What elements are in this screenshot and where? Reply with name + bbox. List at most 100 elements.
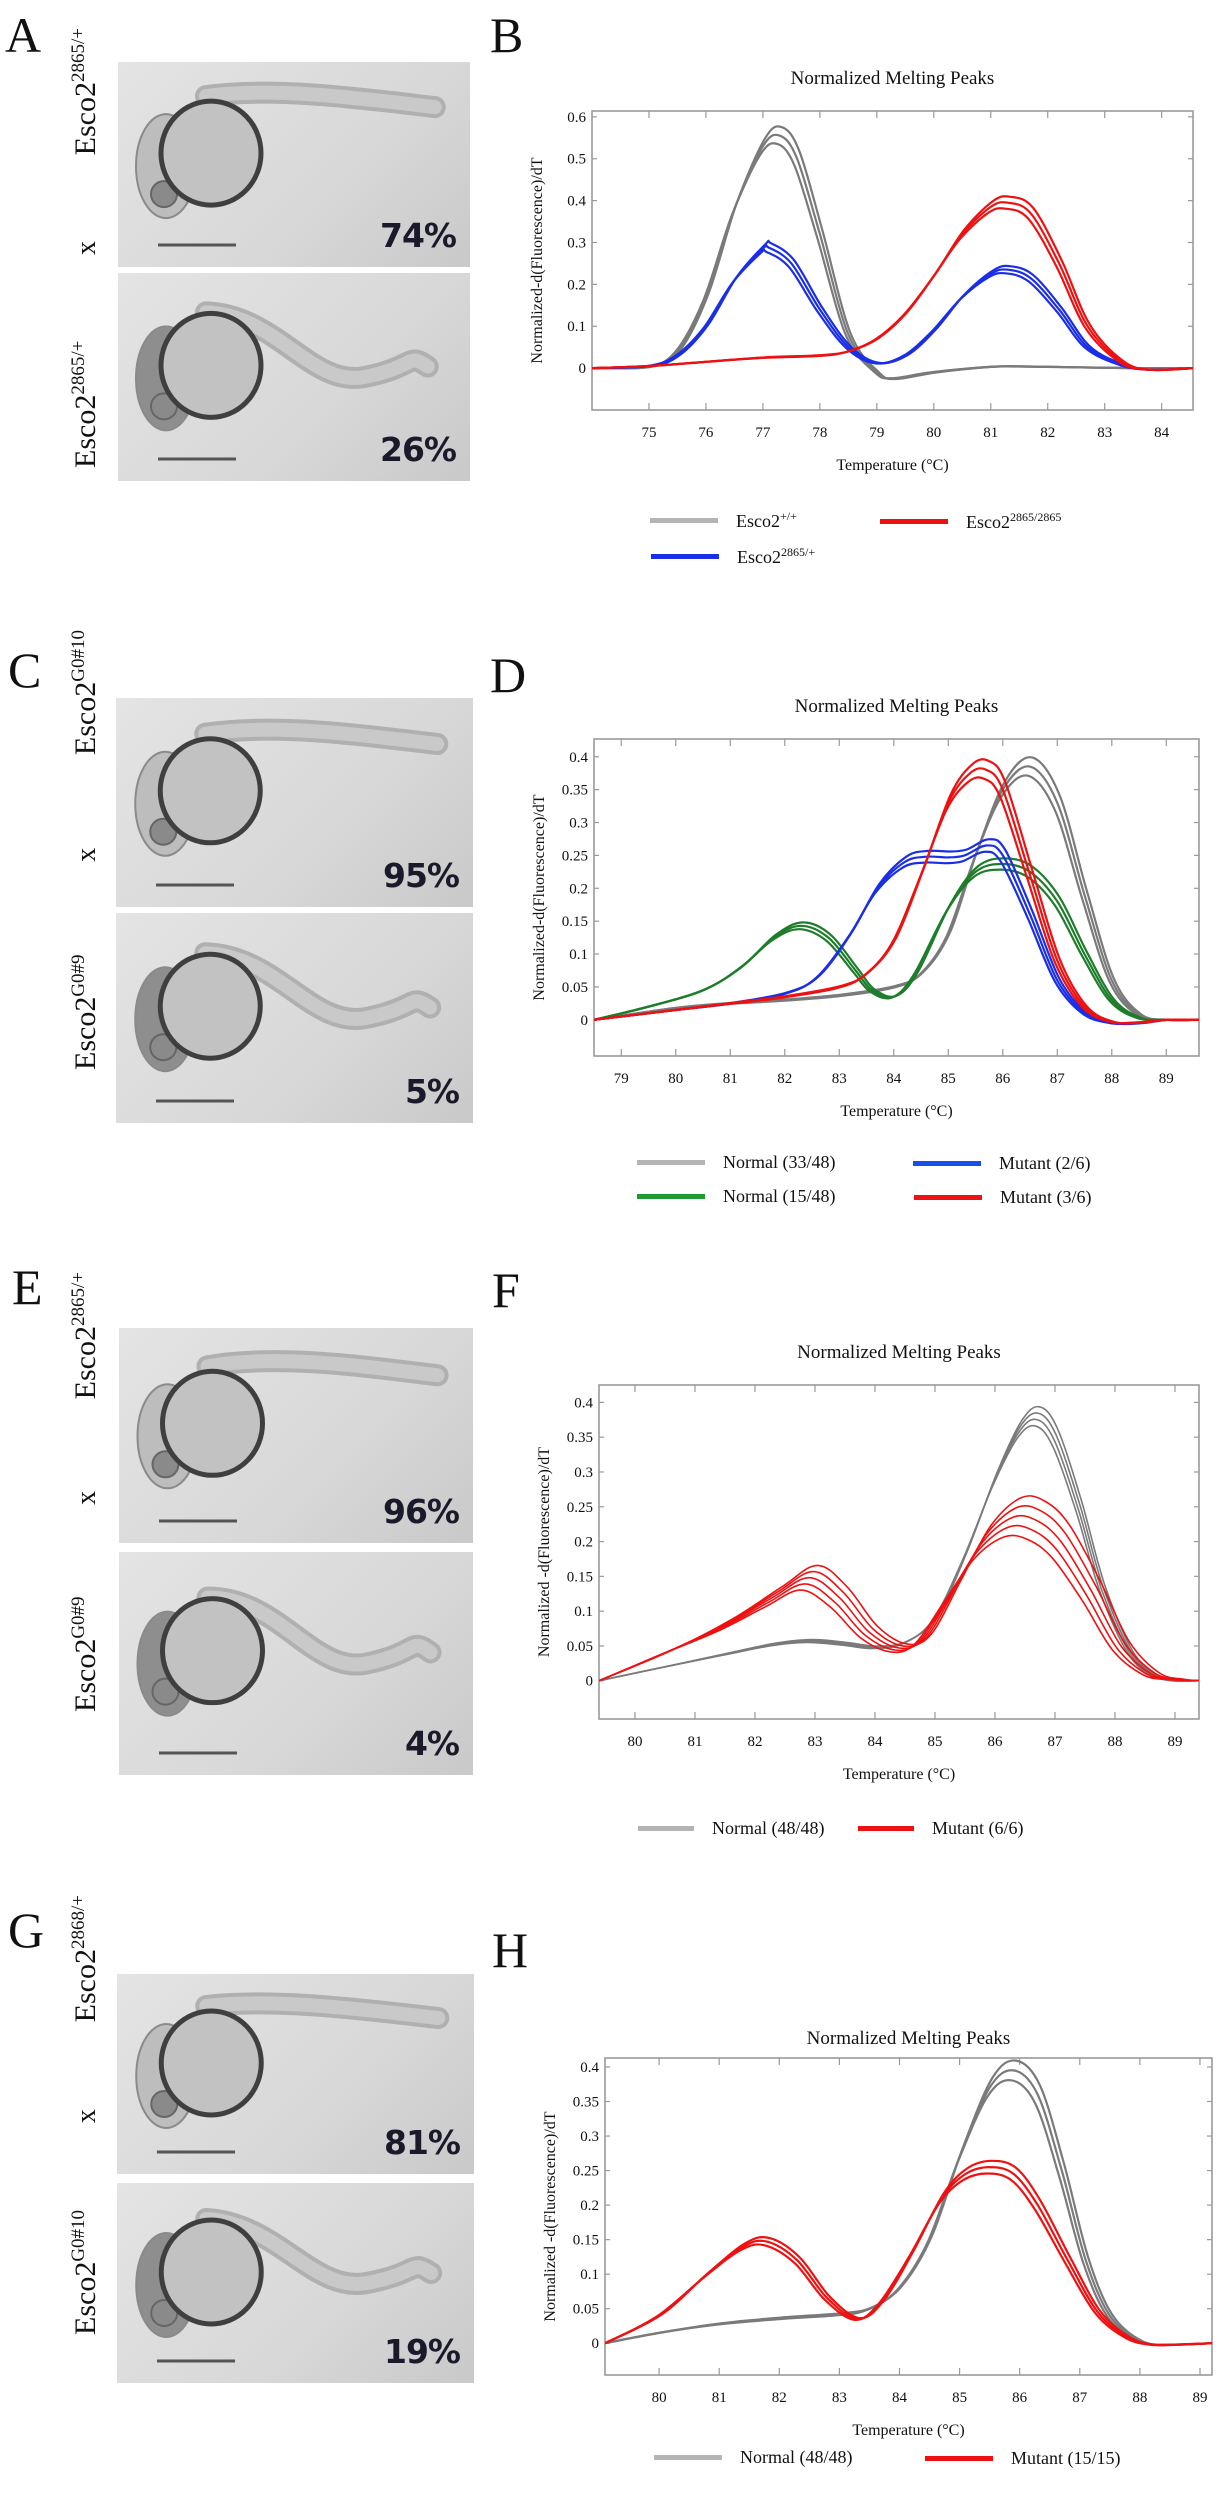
legend-item: Mutant (2/6) [913, 1153, 1091, 1174]
legend-label: Normal (48/48) [712, 1818, 825, 1838]
series-group [599, 1405, 1199, 1682]
plot-frame [604, 2057, 1213, 2376]
y-tick-label: 0.25 [567, 1500, 593, 1516]
x-tick-label: 83 [832, 1071, 847, 1087]
series-line-gray [592, 125, 1193, 381]
plot-frame [598, 1384, 1200, 1720]
legend-item: Mutant (15/15) [925, 2448, 1121, 2469]
legend-label: Esco2+/+ [736, 509, 797, 531]
percentage-label: 74% [380, 216, 457, 255]
series-line-red [599, 1514, 1199, 1682]
percentage-label: 96% [383, 1492, 460, 1531]
panel-letter-h: H [492, 1922, 529, 1978]
embryo-yolk [157, 736, 263, 846]
series-line-gray [605, 2069, 1212, 2346]
legend-label: Normal (33/48) [723, 1152, 836, 1172]
embryo-photo-mutant: 26% [118, 273, 470, 481]
x-tick-label: 80 [668, 1071, 683, 1087]
legend-item: Mutant (3/6) [914, 1187, 1092, 1208]
x-tick-label: 81 [712, 2390, 727, 2406]
y-tick-label: 0.35 [562, 783, 588, 799]
legend-swatch-green [637, 1194, 705, 1199]
y-tick-label: 0.4 [569, 750, 588, 766]
x-tick-label: 86 [988, 1734, 1004, 1750]
x-tick-label: 84 [1154, 425, 1170, 441]
legend-label: Mutant (15/15) [1011, 2448, 1121, 2468]
legend-label: Esco22865/+ [737, 545, 816, 567]
y-tick-label: 0.1 [567, 319, 586, 335]
embryo-yolk [158, 2217, 264, 2327]
embryo-drawing [136, 1586, 442, 1755]
percentage-label: 26% [380, 430, 457, 469]
y-tick-label: 0.2 [567, 277, 586, 293]
x-axis-label: Temperature (°C) [836, 457, 948, 474]
x-tick-label: 84 [892, 2390, 908, 2406]
embryo-photo-normal: 96% [119, 1328, 473, 1543]
embryo-photo-mutant: 5% [116, 913, 473, 1123]
embryo-tail-inner [200, 1354, 445, 1383]
embryo-drawing [134, 718, 449, 887]
legend-swatch-blue [651, 554, 719, 559]
y-tick-label: 0.2 [580, 2198, 599, 2214]
x-tick-label: 80 [628, 1734, 643, 1750]
x-tick-label: 85 [928, 1734, 943, 1750]
legend-swatch-red [858, 1826, 914, 1831]
percentage-label: 5% [404, 1072, 460, 1111]
y-tick-label: 0.6 [567, 110, 586, 126]
embryo-tail-inner [198, 722, 445, 751]
series-line-red [605, 2159, 1212, 2347]
chart-title: Normalized Melting Peaks [795, 696, 999, 717]
panel-letter-d: D [490, 647, 527, 703]
x-tick-label: 81 [983, 425, 998, 441]
legend-swatch-red [925, 2456, 993, 2461]
series-line-gray [599, 1405, 1199, 1682]
embryo-tail-inner [198, 946, 438, 1026]
x-tick-label: 79 [869, 425, 884, 441]
x-tick-label: 85 [941, 1071, 956, 1087]
series-line-green [594, 857, 1199, 1022]
series-line-red [599, 1505, 1199, 1682]
legend-item: Normal (15/48) [637, 1186, 835, 1207]
x-tick-label: 88 [1132, 2390, 1147, 2406]
y-tick-label: 0.4 [574, 1395, 593, 1411]
x-axis-label: Temperature (°C) [852, 2422, 964, 2439]
y-tick-label: 0.1 [569, 947, 588, 963]
x-tick-label: 83 [1097, 425, 1112, 441]
x-tick-label: 87 [1072, 2390, 1088, 2406]
x-tick-label: 88 [1104, 1071, 1119, 1087]
legend-item: Normal (33/48) [637, 1152, 835, 1173]
chart-title: Normalized Melting Peaks [791, 68, 995, 89]
x-tick-label: 86 [995, 1071, 1011, 1087]
x-tick-label: 80 [652, 2390, 667, 2406]
y-tick-label: 0.15 [562, 914, 588, 930]
embryo-yolk [158, 98, 264, 208]
embryo-yolk [160, 1596, 265, 1706]
legend-swatch-red [880, 519, 948, 524]
x-tick-label: 85 [952, 2390, 967, 2406]
y-tick-label: 0.3 [567, 235, 586, 251]
x-axis-label: Temperature (°C) [843, 1766, 955, 1783]
series-group [605, 2059, 1212, 2347]
percentage-label: 81% [384, 2123, 461, 2162]
legend-swatch-red [914, 1195, 982, 1200]
y-tick-label: 0.2 [574, 1535, 593, 1551]
panel-letter-g: G [8, 1902, 45, 1958]
legend-swatch-gray [637, 1160, 705, 1165]
series-line-red [594, 758, 1199, 1025]
legend-item: Mutant (6/6) [858, 1818, 1024, 1839]
legend-label: Normal (15/48) [723, 1186, 836, 1206]
y-tick-label: 0.05 [567, 1639, 593, 1655]
y-axis-label: Normalized -d(Fluorescence)/dT [542, 2111, 559, 2321]
y-tick-label: 0.25 [573, 2164, 599, 2180]
embryo-yolk [158, 2008, 264, 2118]
panel-letter-f: F [492, 1262, 520, 1318]
y-tick-label: 0.15 [567, 1569, 593, 1585]
x-tick-label: 82 [748, 1734, 763, 1750]
y-axis-label: Normalized-d(Fluorescence)/dT [529, 157, 546, 363]
legend-item: Normal (48/48) [638, 1818, 824, 1839]
y-tick-label: 0.05 [573, 2302, 599, 2318]
